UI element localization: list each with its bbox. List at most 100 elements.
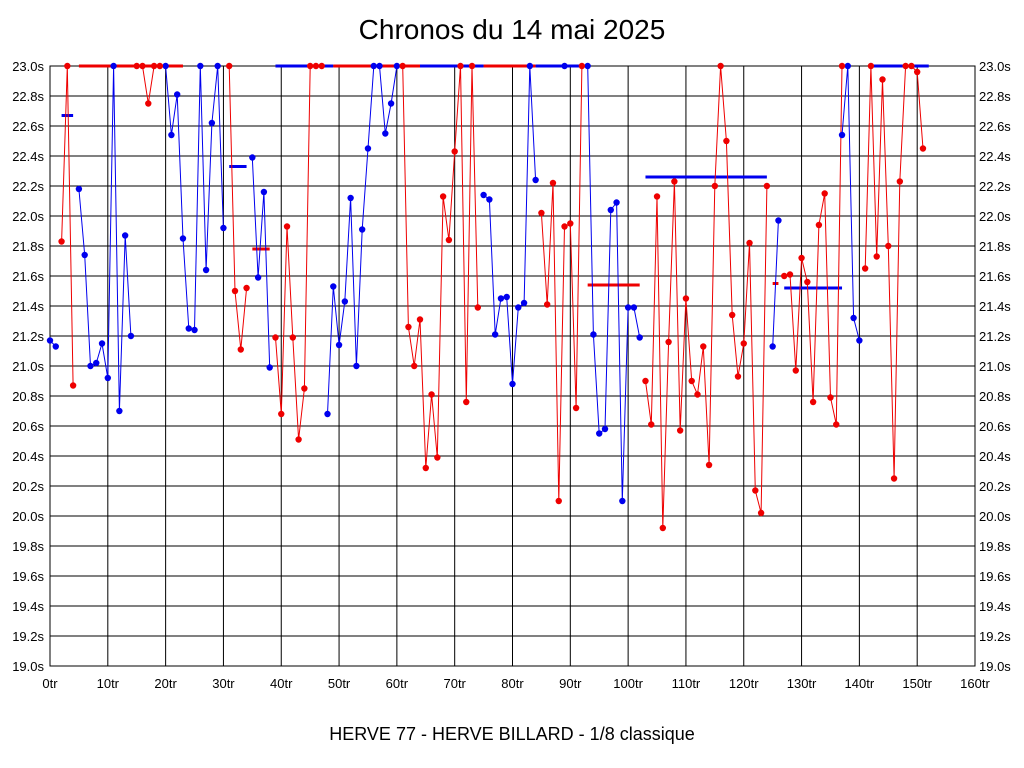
y-tick-label: 22.6s [12,119,44,134]
data-point [786,271,794,278]
series-line [136,65,160,104]
x-tick-label: 20tr [154,676,177,691]
y-tick-label-right: 20.6s [979,419,1011,434]
y-tick-label-right: 20.8s [979,389,1011,404]
data-point [630,304,638,311]
data-point [867,62,875,70]
data-point [405,323,412,331]
data-point [636,334,643,341]
data-point [619,497,626,505]
data-point [480,191,487,199]
data-point [757,509,765,517]
x-tick-label: 30tr [212,676,235,691]
x-tick-label: 160tr [960,676,990,691]
data-point [393,62,401,70]
data-point [249,154,256,161]
data-point [607,206,614,214]
y-tick-label-right: 23.0s [979,59,1011,74]
y-tick-labels-right: 19.0s 19.2s 19.4s 19.6s 19.8s 20.0s 20.2s 20.4s… [979,59,1011,674]
data-point [728,311,736,319]
data-point [769,343,776,350]
data-point [121,232,129,239]
y-tick-label-right: 22.2s [979,179,1011,194]
data-point [561,223,568,230]
grid-lines [49,65,976,667]
data-point [87,362,94,370]
data-point [844,62,852,70]
data-point [173,91,181,98]
data-point [798,254,805,262]
y-tick-label-right: 20.2s [979,479,1011,494]
y-tick-label-right: 22.6s [979,119,1011,134]
data-point [197,62,204,70]
data-point [370,62,377,70]
data-point [567,220,574,227]
data-point [815,221,823,229]
x-tick-label: 0tr [42,676,58,691]
data-point [688,377,695,385]
data-point [208,119,216,127]
data-point [705,461,713,469]
x-tick-label: 110tr [672,676,701,691]
data-point [376,62,383,70]
data-point [642,377,649,385]
data-point [243,284,250,292]
y-tick-label-right: 20.0s [979,509,1011,524]
y-tick-label: 19.0s [12,659,44,674]
data-point [486,196,493,203]
y-tick-label: 19.2s [12,629,44,644]
x-tick-label: 60tr [386,676,409,691]
data-point [272,334,279,341]
data-point [648,421,655,428]
data-point [671,178,678,185]
data-point [260,188,268,196]
data-point [491,331,499,338]
data-point [474,304,482,311]
data-point [347,194,354,202]
y-tick-label-right: 21.6s [979,269,1011,284]
data-point [295,436,302,443]
data-point [110,62,117,70]
data-point [69,382,77,389]
series-line [540,65,583,502]
chart-title: Chronos du 14 mai 2025 [358,14,666,45]
data-point [399,62,406,70]
series-line [841,65,860,341]
data-point [913,68,921,76]
data-point [191,326,198,334]
x-tick-labels: 0tr 10tr 20tr 30tr 40tr 50tr 60tr 70tr 80tr 90tr 1… [42,676,990,691]
x-tick-label: 100tr [613,676,643,691]
data-point [156,62,164,70]
data-point [578,62,586,70]
y-tick-label: 21.0s [12,359,44,374]
series-line [275,65,322,440]
data-point [301,385,308,392]
data-point [318,62,325,70]
data-point [439,193,447,200]
data-point [653,193,661,200]
data-point [775,217,782,224]
y-tick-label: 21.4s [12,299,44,314]
data-point [700,343,707,350]
data-point [58,238,65,245]
data-point [139,62,146,70]
data-point [283,223,291,230]
x-tick-label: 130tr [787,676,817,691]
data-point [411,362,418,370]
data-point [312,62,320,70]
data-point [434,454,441,461]
data-point [746,239,753,247]
x-tick-label: 90tr [559,676,582,691]
data-point [885,242,892,250]
y-tick-label: 22.8s [12,89,44,104]
data-point [226,62,233,70]
data-point [445,236,453,244]
y-tick-label: 20.6s [12,419,44,434]
x-tick-label: 50tr [328,676,351,691]
y-tick-label-right: 19.4s [979,599,1011,614]
data-point [64,62,71,70]
data-point [520,299,528,307]
data-point [353,362,360,370]
data-point [75,185,83,193]
